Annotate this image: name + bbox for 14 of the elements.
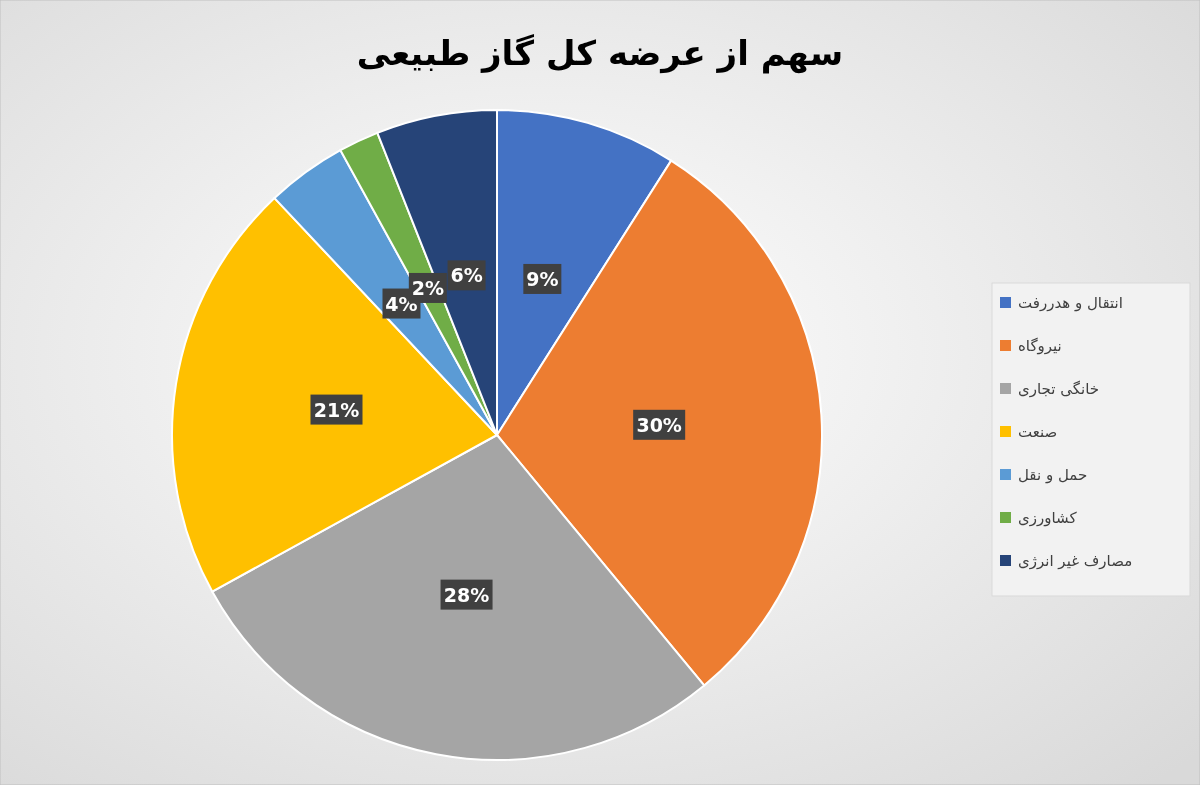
legend-label: صنعت (1018, 423, 1058, 441)
legend-label: خانگی تجاری (1018, 380, 1099, 398)
legend-label: حمل و نقل (1018, 466, 1088, 484)
legend-label: انتقال و هدررفت (1018, 294, 1123, 312)
legend-label: کشاورزی (1018, 509, 1078, 527)
data-label: 9% (526, 267, 559, 290)
data-label: 21% (313, 398, 360, 421)
data-label: 28% (443, 583, 490, 606)
data-label: 30% (636, 413, 682, 436)
data-label: 2% (411, 276, 444, 299)
legend-label: مصارف غیر انرژی (1018, 552, 1133, 570)
slice-label: نیروگاه (1018, 337, 1062, 355)
chart-title: سهم از عرضه کل گاز طبیعی (356, 33, 844, 74)
data-label: 6% (450, 264, 483, 287)
